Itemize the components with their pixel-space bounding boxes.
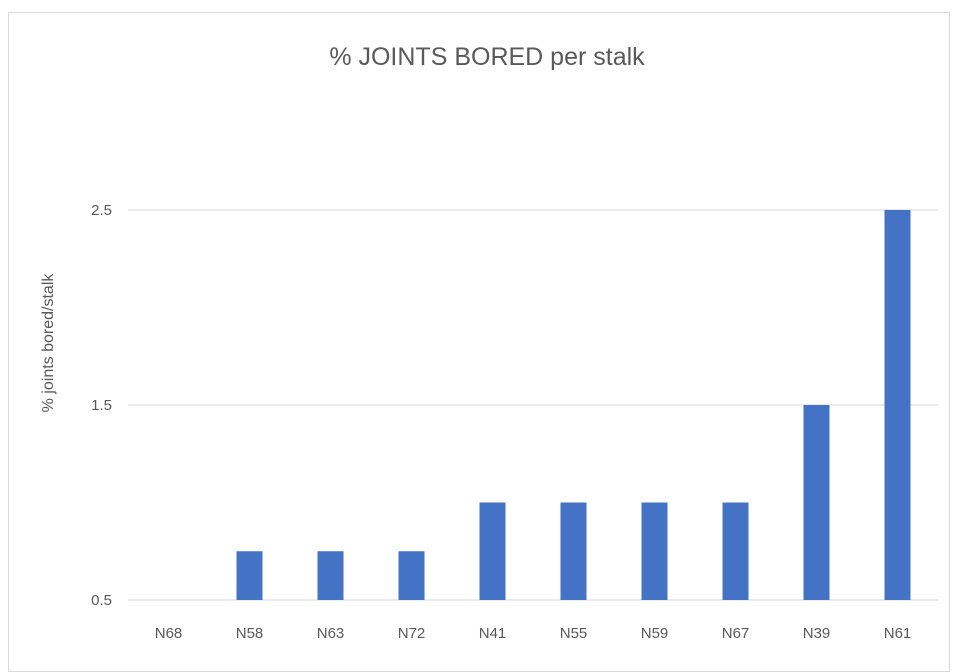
x-tick-label: N72: [398, 625, 426, 642]
x-tick-label: N39: [803, 625, 831, 642]
x-tick-label: N67: [722, 625, 750, 642]
x-tick-label: N61: [884, 625, 912, 642]
bar-chart: % JOINTS BORED per stalk % joints bored/…: [40, 43, 938, 642]
bar-n58: [236, 551, 263, 600]
bar-n67: [722, 502, 749, 600]
x-tick-label: N41: [479, 625, 507, 642]
x-tick-label: N55: [560, 625, 588, 642]
bar-n61: [884, 210, 911, 600]
bars: [236, 210, 911, 600]
y-axis-label: % joints bored/stalk: [40, 273, 57, 413]
y-axis-ticks: 0.5 1.5 2.5: [91, 202, 112, 609]
y-tick-label: 1.5: [91, 397, 112, 414]
y-tick-label: 2.5: [91, 202, 112, 219]
chart-title: % JOINTS BORED per stalk: [329, 43, 645, 71]
bar-n55: [560, 502, 587, 600]
y-tick-label: 0.5: [91, 592, 112, 609]
bar-n59: [641, 502, 668, 600]
x-axis-ticks: N68 N58 N63 N72 N41 N55 N59 N67 N39 N61: [155, 625, 912, 642]
bar-n39: [803, 405, 830, 600]
chart-frame: [8, 12, 950, 672]
bar-n72: [398, 551, 425, 600]
bar-n41: [479, 502, 506, 600]
x-tick-label: N58: [236, 625, 264, 642]
x-tick-label: N59: [641, 625, 669, 642]
bar-n63: [317, 551, 344, 600]
x-tick-label: N68: [155, 625, 183, 642]
gridlines: [128, 209, 938, 601]
x-tick-label: N63: [317, 625, 345, 642]
